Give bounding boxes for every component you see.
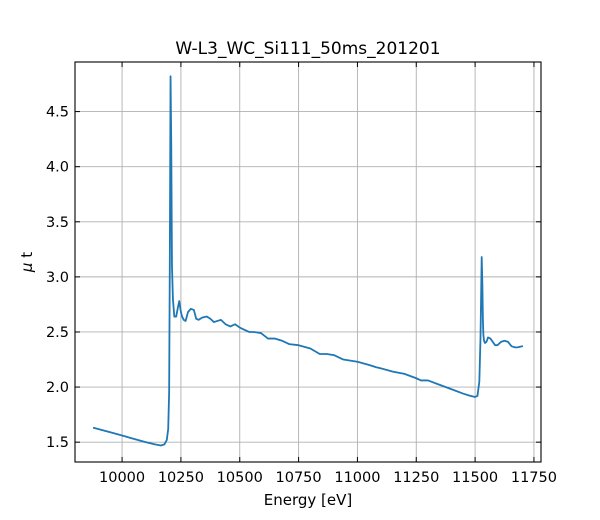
- chart-title: W-L3_WC_Si111_50ms_201201: [175, 39, 440, 59]
- series-line-0: [92, 75, 524, 447]
- x-tick-label-2: 10500: [217, 470, 263, 486]
- grid-lines: [75, 62, 541, 462]
- x-tick-label-0: 10000: [99, 470, 145, 486]
- y-tick-label-6: 4.5: [46, 105, 69, 121]
- y-axis-label-text: t: [18, 252, 36, 263]
- x-tick-label-1: 10250: [158, 470, 204, 486]
- y-tick-label-4: 3.5: [46, 215, 69, 231]
- tick-labels: 10000 10250 10500 10750 11000 11250 11500 11750…: [46, 105, 557, 486]
- x-tick-label-7: 11750: [511, 470, 557, 486]
- y-tick-label-5: 4.0: [46, 160, 69, 176]
- x-tick-label-3: 10750: [276, 470, 322, 486]
- x-tick-label-6: 11500: [452, 470, 498, 486]
- x-tick-label-5: 11250: [393, 470, 439, 486]
- x-tick-label-4: 11000: [334, 470, 380, 486]
- axis-ticks: [75, 62, 541, 462]
- x-axis-label: Energy [eV]: [264, 491, 352, 509]
- y-axis-label-symbol: μ: [18, 263, 36, 274]
- y-tick-label-1: 2.0: [46, 380, 69, 396]
- y-tick-label-3: 3.0: [46, 270, 69, 286]
- y-axis-label: μ t: [18, 252, 36, 273]
- series-layer: [92, 75, 524, 447]
- plot-frame: [74, 61, 542, 463]
- y-tick-label-2: 2.5: [46, 325, 69, 341]
- y-tick-label-0: 1.5: [46, 435, 69, 451]
